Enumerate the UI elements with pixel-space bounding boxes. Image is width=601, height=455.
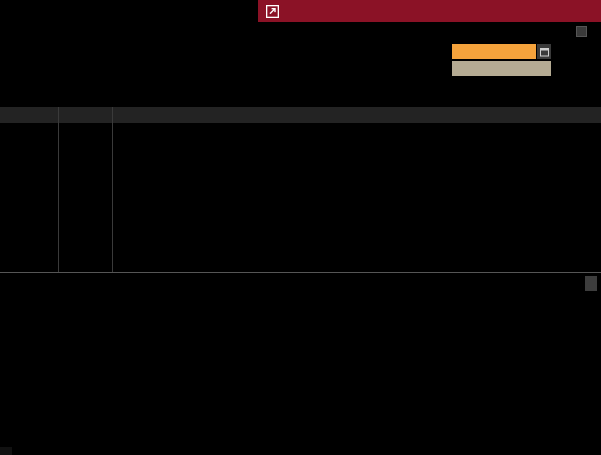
- on-rate-input[interactable]: [452, 61, 551, 76]
- chart-plot-area: [0, 272, 601, 455]
- chart-top-divider: [0, 272, 601, 273]
- chart-legend: [0, 447, 12, 455]
- instrument-column: [284, 43, 601, 77]
- table-divider-2: [112, 107, 113, 272]
- popout-icon[interactable]: [266, 4, 279, 18]
- enable-overrides-checkbox[interactable]: [576, 26, 587, 37]
- title-bar: [0, 0, 601, 22]
- region-column: [6, 43, 286, 77]
- pricing-date-input[interactable]: [452, 44, 536, 59]
- chart-y-axis-left-label: [0, 294, 14, 434]
- chart-panel: [0, 272, 601, 455]
- chart-canvas: [0, 272, 601, 443]
- parameters-block: [0, 43, 601, 100]
- chart-y-axis-right-label: [587, 294, 601, 434]
- on-rate-row: [284, 60, 601, 77]
- rate-probability-table: [0, 107, 601, 272]
- effective-rate-row: [6, 60, 286, 77]
- title-bar-banner: [258, 0, 601, 22]
- table-header-row: [0, 107, 601, 123]
- pricing-date-row: [284, 43, 601, 60]
- table-divider-1: [58, 107, 59, 272]
- enable-overrides-row[interactable]: [576, 24, 593, 39]
- maximize-button[interactable]: [585, 276, 597, 291]
- calendar-icon[interactable]: [537, 44, 551, 59]
- target-rate-row: [6, 43, 286, 60]
